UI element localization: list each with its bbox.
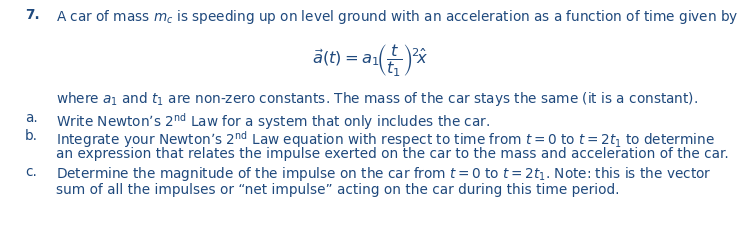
Text: where $a_1$ and $t_1$ are non-zero constants. The mass of the car stays the same: where $a_1$ and $t_1$ are non-zero const… [56,90,697,108]
Text: Write Newton’s 2$^{\mathrm{nd}}$ Law for a system that only includes the car.: Write Newton’s 2$^{\mathrm{nd}}$ Law for… [56,111,490,131]
Text: c.: c. [25,164,37,178]
Text: sum of all the impulses or “net impulse” acting on the car during this time peri: sum of all the impulses or “net impulse”… [56,182,619,196]
Text: Determine the magnitude of the impulse on the car from $t = 0$ to $t = 2t_1$. No: Determine the magnitude of the impulse o… [56,164,711,182]
Text: b.: b. [25,128,39,142]
Text: $\vec{a}(t) = a_1\!\left(\dfrac{t}{t_1}\right)^{\!2}\!\hat{x}$: $\vec{a}(t) = a_1\!\left(\dfrac{t}{t_1}\… [313,42,428,78]
Text: Integrate your Newton’s 2$^{\mathrm{nd}}$ Law equation with respect to time from: Integrate your Newton’s 2$^{\mathrm{nd}}… [56,128,714,149]
Text: 7.: 7. [25,8,40,22]
Text: an expression that relates the impulse exerted on the car to the mass and accele: an expression that relates the impulse e… [56,146,728,160]
Text: a.: a. [25,111,38,124]
Text: A car of mass $m_c$ is speeding up on level ground with an acceleration as a fun: A car of mass $m_c$ is speeding up on le… [56,8,738,26]
